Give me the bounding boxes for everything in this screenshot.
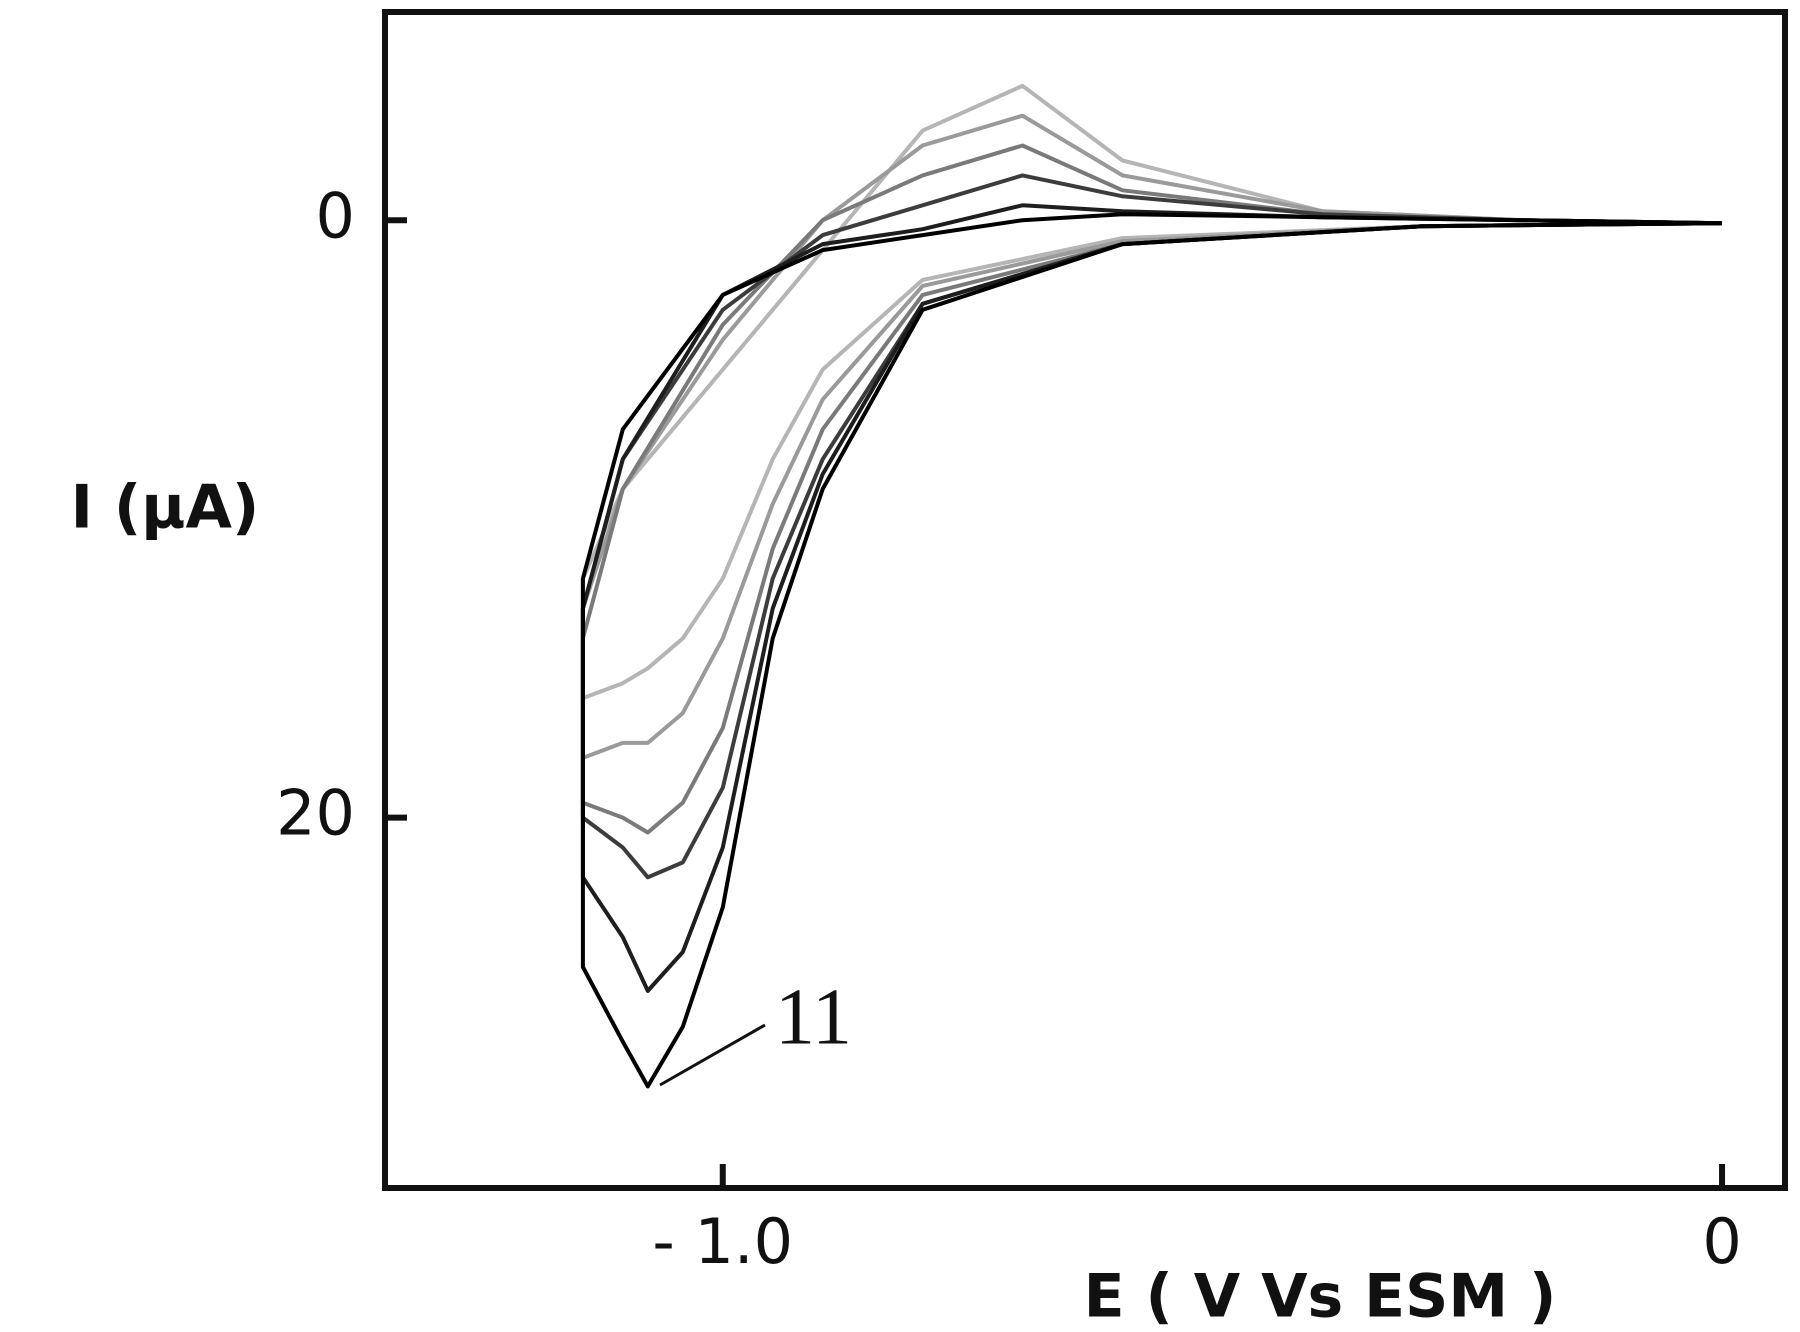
y-tick-label: 20 [276, 777, 355, 850]
y-tick-label: 0 [316, 179, 355, 252]
cv-curve [580, 212, 1723, 1089]
y-axis-label: I (μA) [71, 473, 260, 543]
cv-curve [580, 83, 1723, 701]
x-tick-label: 0 [1702, 1205, 1741, 1278]
annotation: 11 [775, 973, 852, 1061]
x-axis-label: E ( V Vs ESM ) [1084, 1262, 1557, 1332]
cv-curve [580, 203, 1723, 993]
plot-frame [382, 9, 1788, 1191]
x-tick-label: - 1.0 [652, 1205, 793, 1278]
annotation-arrow [659, 1023, 766, 1087]
